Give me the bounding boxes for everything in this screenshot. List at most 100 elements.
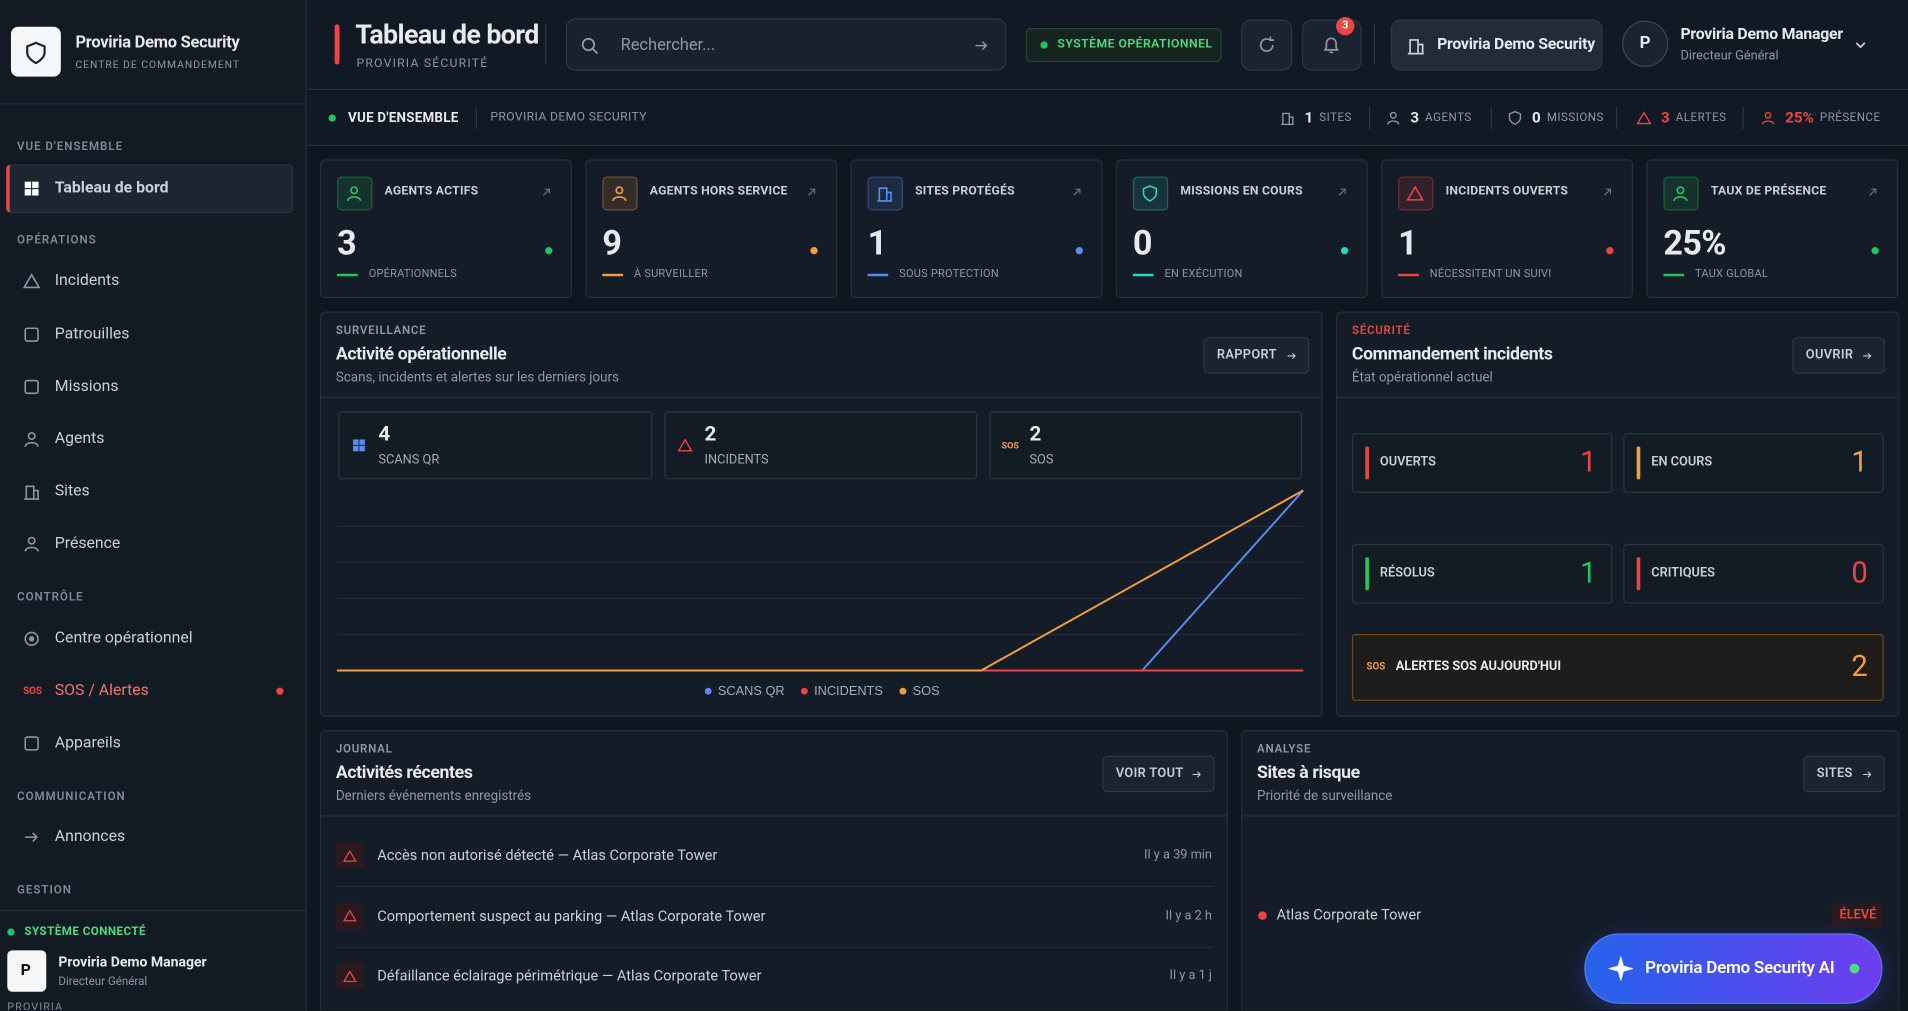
- risk-dot: [1258, 911, 1267, 920]
- incident-stat-label: OUVERTS: [1379, 453, 1436, 470]
- nav-item[interactable]: [6, 719, 293, 768]
- subbar-stat-divider: [1742, 107, 1744, 129]
- subbar-stat-icon: [1761, 111, 1775, 125]
- kpi-value: 3: [337, 222, 357, 264]
- subbar-stat-icon: [1508, 110, 1522, 126]
- assistant-icon: [1608, 956, 1633, 981]
- kpi-status-dot: [1606, 247, 1614, 255]
- kpi-value: 25%: [1663, 222, 1726, 264]
- notification-badge: [1336, 17, 1355, 36]
- sidebar-avatar-initial: P: [20, 961, 31, 980]
- panel-title: Activité opérationnelle: [335, 343, 507, 365]
- subbar-stat-divider: [1368, 107, 1371, 129]
- nav-item[interactable]: [6, 310, 293, 359]
- kpi-status-dot: [545, 247, 553, 255]
- risk-level: ÉLEVÉ: [1839, 906, 1877, 923]
- nav-item-icon: [25, 832, 39, 843]
- kpi-label: SITES PROTÉGÉS: [915, 184, 1015, 199]
- incident-stat-value: 0: [1851, 555, 1868, 590]
- nav-item[interactable]: [6, 520, 293, 569]
- nav-item[interactable]: [6, 164, 294, 213]
- incident-stat-box: [1623, 433, 1884, 493]
- subbar-stat-value: 3: [1410, 108, 1420, 128]
- journal-time: Il y a 1 j: [1169, 967, 1212, 983]
- kpi-icon: [346, 186, 362, 202]
- assistant-online-dot: [1849, 963, 1860, 974]
- sidebar-divider: [0, 103, 306, 105]
- journal-icon-box: [335, 902, 364, 930]
- kpi-accent-line: [867, 273, 889, 277]
- incident-stat-label: RÉSOLUS: [1379, 564, 1435, 581]
- nav-item[interactable]: [6, 467, 293, 516]
- nav-item-icon: [24, 536, 39, 552]
- summary-box: [664, 411, 978, 480]
- nav-item-label: SOS / Alertes: [54, 681, 149, 700]
- status-pill: [1025, 27, 1222, 63]
- nav-section-title: GESTION: [17, 883, 72, 898]
- nav-alert-dot: [276, 687, 284, 695]
- journal-icon: [343, 909, 357, 922]
- panel-button-label: SITES: [1816, 765, 1853, 781]
- kpi-value: 9: [602, 222, 622, 264]
- refresh-button[interactable]: [1241, 19, 1293, 71]
- nav-section-title: VUE D'ENSEMBLE: [17, 140, 124, 154]
- nav-item[interactable]: [6, 667, 293, 716]
- brand-shield: [26, 41, 46, 64]
- subbar-stat-divider: [1490, 107, 1492, 129]
- header-divider: [545, 24, 547, 65]
- nav-item-label: Incidents: [54, 271, 120, 290]
- nav-section-title: COMMUNICATION: [17, 790, 126, 804]
- user-avatar[interactable]: [1622, 20, 1669, 67]
- nav-item-label: Appareils: [54, 734, 121, 753]
- panel-divider: [1241, 815, 1900, 817]
- panel-kicker: SURVEILLANCE: [335, 324, 427, 338]
- kpi-link: [1869, 188, 1877, 196]
- panel-title: Activités récentes: [335, 762, 473, 783]
- kpi-icon-box: [1132, 176, 1169, 211]
- journal-divider: [335, 885, 1214, 888]
- org-icon: [1407, 38, 1424, 54]
- panel-button-label: RAPPORT: [1216, 346, 1277, 363]
- nav-item-label: Tableau de bord: [54, 179, 169, 198]
- kpi-accent-line: [1398, 273, 1419, 277]
- sos-box: [1351, 633, 1884, 701]
- sidebar-foot-divider: [0, 910, 306, 912]
- journal-icon: [343, 849, 357, 862]
- search-box[interactable]: [565, 18, 1007, 71]
- refresh-icon: [1259, 36, 1275, 52]
- nav-item[interactable]: [6, 363, 293, 412]
- kpi-note: SOUS PROTECTION: [899, 268, 999, 281]
- kpi-card: [1646, 159, 1899, 299]
- panel-kicker: SÉCURITÉ: [1351, 324, 1411, 338]
- nav-item-icon: [24, 736, 39, 751]
- user-menu-chevron: [1855, 42, 1866, 49]
- kpi-icon-box: [337, 176, 373, 211]
- kpi-note: NÉCESSITENT UN SUIVI: [1429, 268, 1552, 281]
- journal-text: Défaillance éclairage périmétrique — Atl…: [377, 967, 762, 985]
- panel-button-label: VOIR TOUT: [1115, 765, 1184, 781]
- kpi-icon: [612, 186, 627, 202]
- nav-item-label: Missions: [54, 377, 119, 396]
- org-button[interactable]: [1390, 19, 1603, 71]
- panel-divider: [320, 396, 1323, 398]
- kpi-icon: [1406, 185, 1424, 201]
- panel-subtitle: État opérationnel actuel: [1351, 369, 1493, 386]
- summary-box: [989, 411, 1303, 480]
- assistant-button[interactable]: [1584, 933, 1883, 1004]
- nav-item[interactable]: [6, 257, 293, 306]
- summary-icon: [677, 438, 693, 452]
- panel-button-arrow: [1192, 770, 1201, 778]
- kpi-icon: [1673, 186, 1688, 202]
- nav-item-label: Patrouilles: [54, 325, 130, 344]
- nav-item[interactable]: [6, 813, 293, 862]
- kpi-card: [320, 159, 572, 299]
- nav-item-label: Annonces: [54, 827, 126, 846]
- subbar-stat-label: PRÉSENCE: [1819, 111, 1881, 125]
- subbar-stat-icon: [1636, 111, 1652, 125]
- kpi-accent-line: [602, 273, 624, 277]
- sos-label: ALERTES SOS AUJOURD'HUI: [1395, 657, 1562, 674]
- kpi-label: AGENTS HORS SERVICE: [649, 184, 788, 199]
- nav-item[interactable]: [6, 415, 293, 464]
- summary-icon: [353, 439, 365, 452]
